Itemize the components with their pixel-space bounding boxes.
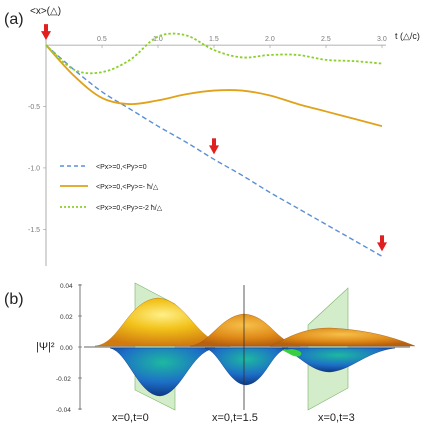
panel-b-label: (b) bbox=[4, 291, 24, 308]
psi-tick-label-3: -0.02 bbox=[56, 376, 71, 383]
legend: <Px>=0,<Py>=0 <Px>=0,<Py>=- ħ/△ <Px>=0,<… bbox=[60, 164, 163, 212]
marker-arrow-head-2 bbox=[377, 242, 387, 252]
packet-t15-lower bbox=[204, 347, 289, 386]
series-group bbox=[45, 32, 383, 257]
psi-tick-label-1: 0.02 bbox=[60, 314, 73, 321]
series-line-2 bbox=[45, 44, 383, 128]
marker-arrow-stem-2 bbox=[380, 235, 384, 244]
slice-label-t0: x=0,t=0 bbox=[112, 412, 149, 424]
markers-group bbox=[41, 24, 387, 252]
slice-label-t15: x=0,t=1.5 bbox=[212, 412, 258, 424]
slice-label-t3: x=0,t=3 bbox=[318, 412, 355, 424]
psi-tick-label-4: -0.04 bbox=[56, 407, 71, 414]
marker-arrow-stem-1 bbox=[212, 138, 216, 147]
y-tick-label-1: -1.0 bbox=[28, 165, 40, 172]
x-tick-label-2: 1.5 bbox=[209, 36, 219, 43]
y-tick-label-2: -1.5 bbox=[28, 227, 40, 234]
legend-entry-3: <Px>=0,<Py>=-2 ħ/△ bbox=[96, 205, 163, 212]
packet-t3-green-edge bbox=[282, 349, 302, 357]
axes-a: 0.5 1.0 1.5 2.0 2.5 3.0 -0.5 -1.0 -1.5 bbox=[28, 29, 387, 266]
x-tick-label-1: 1.0 bbox=[153, 36, 163, 43]
x-axis-label: t (△/c) bbox=[395, 31, 420, 41]
series-line-3 bbox=[45, 32, 383, 75]
panel-a-label: (a) bbox=[4, 11, 24, 28]
y-axis-label: <x>(△) bbox=[30, 6, 61, 17]
x-tick-label-5: 3.0 bbox=[377, 36, 387, 43]
psi-tick-label-0: 0.04 bbox=[60, 283, 73, 290]
legend-entry-1: <Px>=0,<Py>=0 bbox=[96, 164, 147, 171]
psi-tick-label-2: 0.00 bbox=[60, 345, 73, 352]
marker-arrow-head-0 bbox=[41, 31, 51, 41]
marker-arrow-stem-0 bbox=[44, 24, 48, 33]
x-tick-label-3: 2.0 bbox=[265, 36, 275, 43]
packet-t3-upper bbox=[269, 327, 416, 347]
packet-t0-lower bbox=[109, 347, 216, 397]
psi-axis-label: |Ψ|² bbox=[36, 341, 55, 353]
legend-entry-2: <Px>=0,<Py>=- ħ/△ bbox=[96, 184, 159, 191]
psi-axis: 0.04 0.02 0.00 -0.02 -0.04 bbox=[56, 283, 82, 414]
x-tick-label-4: 2.5 bbox=[321, 36, 331, 43]
x-tick-label-0: 0.5 bbox=[97, 36, 107, 43]
marker-arrow-head-1 bbox=[209, 145, 219, 155]
y-tick-label-0: -0.5 bbox=[28, 104, 40, 111]
series-line-1 bbox=[45, 44, 383, 257]
